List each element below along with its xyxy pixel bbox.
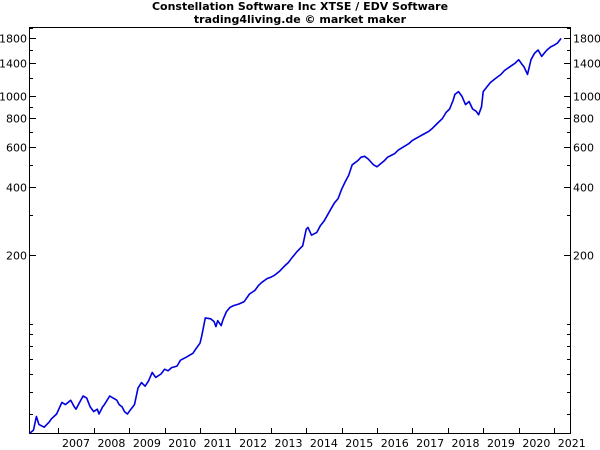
y-tick-label-left: 600 (6, 142, 27, 155)
y-tick-label-right: 600 (573, 142, 594, 155)
chart-subtitle: trading4living.de © market maker (193, 13, 407, 26)
y-axis-right: 200 400 600 800 1000 1400 1800 (564, 28, 600, 415)
x-tick-label: 2009 (133, 437, 161, 450)
y-tick-label-left: 1800 (0, 33, 27, 46)
y-tick-label-right: 1800 (573, 33, 600, 46)
x-tick-label: 2013 (274, 437, 302, 450)
y-tick-label-left: 800 (6, 113, 27, 126)
x-tick-label: 2007 (62, 437, 90, 450)
y-tick-label-left: 1000 (0, 91, 27, 104)
x-tick-label: 2014 (310, 437, 338, 450)
y-tick-label-right: 1400 (573, 58, 600, 71)
y-tick-label-left: 400 (6, 182, 27, 195)
x-axis: 2007 2008 2009 2010 2011 2012 2013 2014 2015 2016… (58, 428, 586, 450)
x-tick-label: 2018 (452, 437, 480, 450)
y-tick-label-left: 1400 (0, 58, 27, 71)
x-tick-label: 2012 (239, 437, 267, 450)
plot-frame (29, 27, 571, 434)
y-tick-label-right: 800 (573, 113, 594, 126)
x-tick-label: 2008 (97, 437, 125, 450)
price-series-line (29, 37, 562, 434)
x-tick-label: 2015 (345, 437, 373, 450)
y-tick-label-left: 200 (6, 250, 27, 263)
y-tick-label-right: 200 (573, 250, 594, 263)
x-tick-label: 2017 (416, 437, 444, 450)
x-tick-label: 2020 (522, 437, 550, 450)
y-tick-label-right: 400 (573, 182, 594, 195)
chart-title: Constellation Software Inc XTSE / EDV So… (151, 0, 449, 13)
x-tick-label: 2021 (558, 437, 586, 450)
y-axis-left: 200 400 600 800 1000 1400 1800 (0, 28, 36, 415)
x-tick-label: 2016 (381, 437, 409, 450)
x-tick-label: 2019 (487, 437, 515, 450)
x-tick-label: 2011 (204, 437, 232, 450)
y-tick-label-right: 1000 (573, 91, 600, 104)
x-tick-label: 2010 (168, 437, 196, 450)
